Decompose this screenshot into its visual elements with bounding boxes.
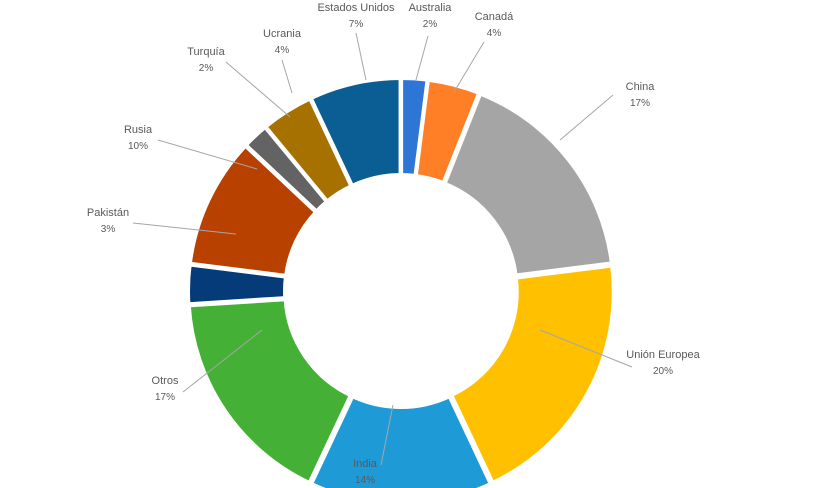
leader-line [355,32,367,81]
slice-value-label: 2% [199,63,214,74]
slice-unión-europea[interactable] [448,263,616,486]
leader-line [132,222,237,235]
slice-india[interactable] [308,393,494,488]
slice-value-label: 10% [128,141,148,152]
slice-label: Turquía [187,46,225,58]
donut-slices [186,76,616,488]
slice-value-label: 4% [487,28,502,39]
slice-value-label: 20% [653,366,673,377]
leader-lines [132,32,633,466]
slice-value-label: 7% [349,19,364,30]
slice-label: India [353,458,378,470]
leader-line [559,94,614,141]
slice-value-label: 3% [101,224,116,235]
slice-label: China [626,81,656,93]
slice-value-label: 4% [275,45,290,56]
leader-line [281,59,293,94]
leader-line [453,41,485,93]
slice-label: Unión Europea [626,349,700,361]
slice-label: Pakistán [87,207,129,219]
leader-line [380,404,394,466]
slice-china[interactable] [441,90,615,278]
slice-label: Otros [152,375,179,387]
slice-label: Ucrania [263,28,302,40]
slice-label: Australia [409,2,453,14]
leader-line [225,61,291,118]
data-labels: Australia 2% Canadá 4% China 17% Unión Europea… [87,2,701,486]
leader-line [539,329,633,368]
leader-line [182,329,263,393]
slice-value-label: 2% [423,19,438,30]
slice-estados-unidos[interactable] [308,76,403,189]
slice-value-label: 14% [355,475,375,486]
slice-value-label: 17% [155,392,175,403]
slice-label: Estados Unidos [317,2,395,14]
slice-value-label: 17% [630,98,650,109]
leader-line [415,35,429,81]
slice-label: Canadá [475,11,514,23]
slice-otros[interactable] [186,297,354,486]
slice-label: Rusia [124,124,153,136]
leader-line [157,139,258,170]
